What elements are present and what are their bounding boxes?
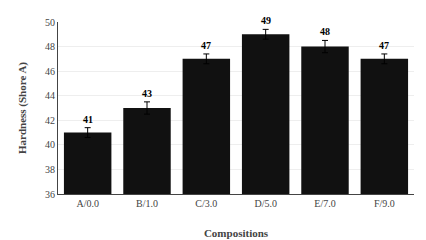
svg-text:46: 46 xyxy=(45,66,55,77)
svg-text:44: 44 xyxy=(45,90,55,101)
svg-text:C/3.0: C/3.0 xyxy=(195,198,217,209)
svg-text:47: 47 xyxy=(379,40,389,51)
svg-text:48: 48 xyxy=(320,26,330,37)
svg-text:F/9.0: F/9.0 xyxy=(374,198,395,209)
svg-text:48: 48 xyxy=(45,41,55,52)
svg-text:50: 50 xyxy=(45,17,55,28)
svg-text:42: 42 xyxy=(45,115,55,126)
svg-text:36: 36 xyxy=(45,189,55,200)
svg-text:47: 47 xyxy=(201,40,211,51)
svg-text:A/0.0: A/0.0 xyxy=(76,198,99,209)
svg-text:43: 43 xyxy=(142,88,152,99)
svg-text:B/1.0: B/1.0 xyxy=(136,198,158,209)
svg-text:E/7.0: E/7.0 xyxy=(314,198,335,209)
svg-text:41: 41 xyxy=(83,114,93,125)
svg-text:Compositions: Compositions xyxy=(204,227,269,239)
svg-text:D/5.0: D/5.0 xyxy=(254,198,277,209)
svg-text:Hardness (Shore A): Hardness (Shore A) xyxy=(16,62,29,154)
svg-text:40: 40 xyxy=(45,139,55,150)
svg-text:38: 38 xyxy=(45,164,55,175)
svg-text:49: 49 xyxy=(261,15,271,26)
